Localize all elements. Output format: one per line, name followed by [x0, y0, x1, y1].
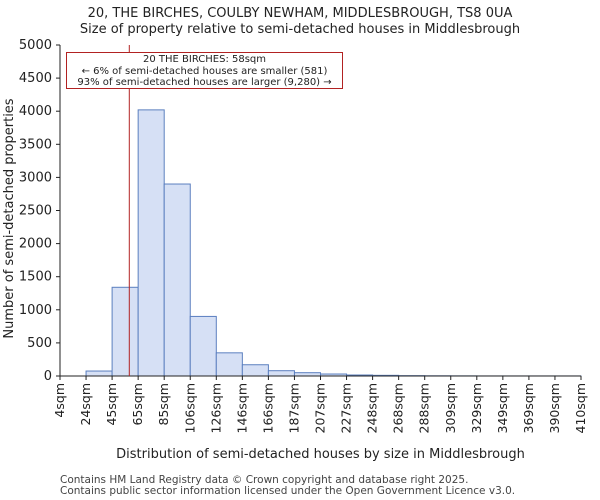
y-tick-label: 3500: [19, 137, 52, 152]
y-tick-label: 4500: [19, 71, 52, 86]
histogram-bar: [85, 370, 113, 377]
x-tick-label: 106sqm: [182, 383, 197, 433]
histogram-bar: [267, 370, 295, 377]
y-tick-label: 500: [27, 336, 52, 351]
y-tick-label: 5000: [19, 38, 52, 53]
footer-licence: Contains public sector information licen…: [60, 485, 516, 497]
x-tick-label: 187sqm: [286, 383, 301, 433]
x-tick-label: 329sqm: [469, 383, 484, 433]
x-tick-label: 65sqm: [130, 383, 145, 426]
chart-subtitle: Size of property relative to semi-detach…: [79, 22, 521, 37]
x-tick-label: 248sqm: [365, 383, 380, 433]
annotation-line-2: ← 6% of semi-detached houses are smaller…: [81, 65, 328, 77]
histogram-bar: [241, 364, 269, 377]
x-tick-label: 288sqm: [417, 383, 432, 433]
x-tick-label: 227sqm: [339, 383, 354, 433]
histogram-bar: [111, 286, 139, 377]
y-axis-label: Number of semi-detached properties: [2, 98, 17, 338]
histogram-bar: [137, 109, 165, 377]
y-tick-label: 3000: [19, 170, 52, 185]
histogram-bar: [215, 352, 243, 377]
x-tick-label: 45sqm: [104, 383, 119, 426]
chart-title: 20, THE BIRCHES, COULBY NEWHAM, MIDDLESB…: [87, 6, 513, 21]
y-tick-label: 2500: [19, 204, 52, 219]
annotation-line-3: 93% of semi-detached houses are larger (…: [77, 77, 332, 88]
histogram-bar: [163, 183, 191, 377]
x-tick-label: 410sqm: [573, 383, 588, 433]
x-tick-label: 126sqm: [208, 383, 223, 433]
y-tick-label: 1500: [19, 270, 52, 285]
annotation-line-1: 20 THE BIRCHES: 58sqm: [142, 54, 267, 65]
x-tick-label: 349sqm: [495, 383, 510, 433]
footer-copyright: Contains HM Land Registry data © Crown c…: [60, 474, 469, 486]
y-tick-label: 0: [44, 369, 52, 384]
x-tick-label: 390sqm: [547, 383, 562, 433]
x-tick-label: 146sqm: [234, 383, 249, 433]
histogram-bar: [189, 315, 217, 377]
y-tick-label: 1000: [19, 303, 52, 318]
annotation-box: 20 THE BIRCHES: 58sqm ← 6% of semi-detac…: [66, 52, 343, 89]
x-axis-label: Distribution of semi-detached houses by …: [116, 447, 525, 462]
x-tick-label: 207sqm: [313, 383, 328, 433]
x-tick-label: 268sqm: [391, 383, 406, 433]
x-tick-label: 85sqm: [156, 383, 171, 426]
y-tick-label: 4000: [19, 104, 52, 119]
x-tick-label: 369sqm: [521, 383, 536, 433]
x-tick-label: 309sqm: [443, 383, 458, 433]
x-tick-label: 166sqm: [260, 383, 275, 433]
x-tick-label: 4sqm: [52, 383, 67, 418]
x-tick-label: 24sqm: [78, 383, 93, 426]
y-tick-label: 2000: [19, 237, 52, 252]
